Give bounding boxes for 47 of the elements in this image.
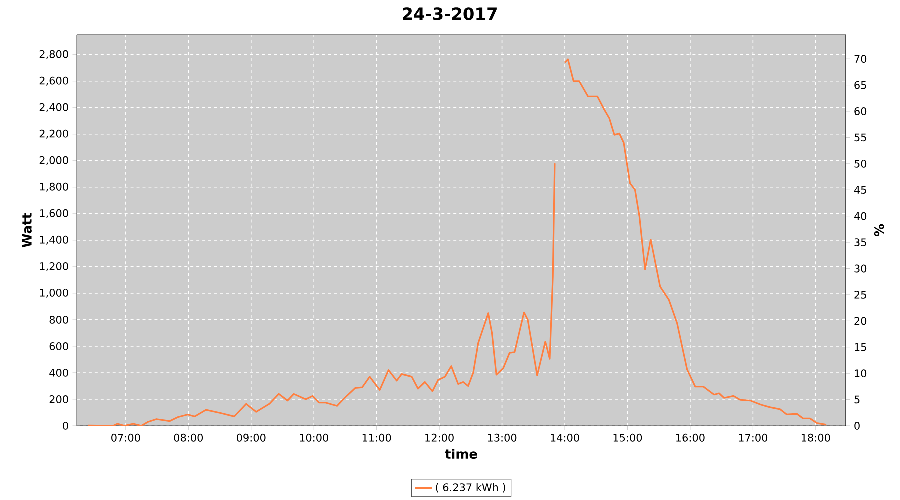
- x-tick-label: 16:00: [676, 434, 705, 442]
- y-tick-label: 1,800: [40, 182, 68, 192]
- y-tick-label: 200: [50, 396, 68, 404]
- y-tick-label: 1,400: [40, 236, 68, 245]
- y2-axis-title: %: [874, 224, 884, 237]
- y-tick-label: 600: [50, 342, 68, 350]
- x-axis-title: time: [445, 449, 478, 460]
- y2-tick-label: 5: [854, 396, 860, 404]
- x-tick-label: 13:00: [488, 434, 517, 442]
- y-tick-label: 2,600: [40, 76, 68, 86]
- y2-tick-label: 20: [854, 317, 867, 326]
- y2-tick-label: 25: [854, 290, 866, 299]
- y-tick-label: 1,000: [40, 288, 68, 298]
- x-tick-label: 08:00: [174, 434, 204, 442]
- y-tick-label: 1,200: [40, 262, 68, 272]
- y-tick-label: 400: [50, 369, 68, 377]
- y2-tick-label: 45: [854, 186, 866, 194]
- y-tick-label: 1,600: [40, 209, 68, 218]
- y2-tick-label: 10: [855, 370, 867, 378]
- x-tick-label: 11:00: [362, 434, 392, 442]
- y-tick-label: 2,000: [40, 156, 68, 166]
- y-tick-label: 2,400: [40, 103, 68, 112]
- y-tick-label: 0: [63, 422, 68, 430]
- y2-tick-label: 30: [854, 264, 867, 273]
- y2-tick-label: 50: [854, 160, 867, 168]
- y2-tick-label: 55: [854, 134, 866, 142]
- y2-tick-label: 35: [854, 238, 866, 246]
- y2-tick-label: 65: [854, 81, 866, 90]
- x-tick-label: 12:00: [426, 434, 454, 442]
- x-tick-label: 17:00: [739, 434, 768, 442]
- x-tick-label: 18:00: [802, 434, 830, 442]
- y2-tick-label: 15: [855, 343, 866, 352]
- x-tick-label: 10:00: [300, 434, 328, 442]
- y2-tick-label: 40: [854, 212, 867, 220]
- y-tick-label: 2,800: [40, 50, 68, 60]
- y2-tick-label: 60: [854, 108, 867, 116]
- y2-tick-label: 0: [854, 422, 860, 430]
- x-tick-label: 14:00: [551, 434, 580, 442]
- x-tick-label: 15:00: [614, 434, 642, 442]
- x-tick-label: 09:00: [236, 434, 266, 442]
- y-axis-title: Watt: [22, 213, 32, 248]
- x-tick-label: 07:00: [112, 434, 140, 442]
- y-tick-label: 800: [50, 316, 68, 324]
- y2-tick-label: 70: [854, 55, 867, 64]
- legend-label: ( 6.237 kWh ): [436, 483, 506, 493]
- chart-title: 24-3-2017: [403, 8, 497, 20]
- y-tick-label: 2,200: [40, 130, 68, 139]
